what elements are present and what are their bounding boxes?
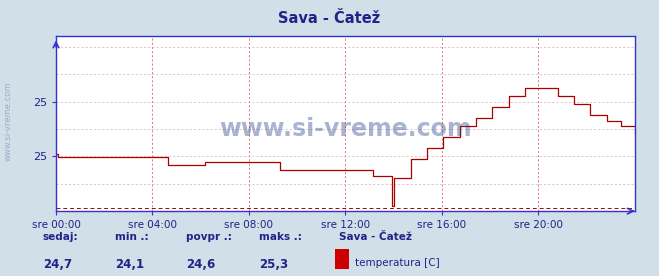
Text: www.si-vreme.com: www.si-vreme.com [219, 117, 472, 141]
Text: sedaj:: sedaj: [43, 232, 78, 242]
Text: 24,6: 24,6 [186, 258, 215, 271]
Text: 24,7: 24,7 [43, 258, 72, 271]
Text: Sava - Čatež: Sava - Čatež [339, 232, 413, 242]
Text: temperatura [C]: temperatura [C] [355, 258, 440, 268]
Text: min .:: min .: [115, 232, 149, 242]
Text: 25,3: 25,3 [259, 258, 288, 271]
Text: Sava - Čatež: Sava - Čatež [278, 11, 381, 26]
Text: www.si-vreme.com: www.si-vreme.com [3, 82, 13, 161]
Text: maks .:: maks .: [259, 232, 302, 242]
Text: povpr .:: povpr .: [186, 232, 233, 242]
Text: 24,1: 24,1 [115, 258, 144, 271]
